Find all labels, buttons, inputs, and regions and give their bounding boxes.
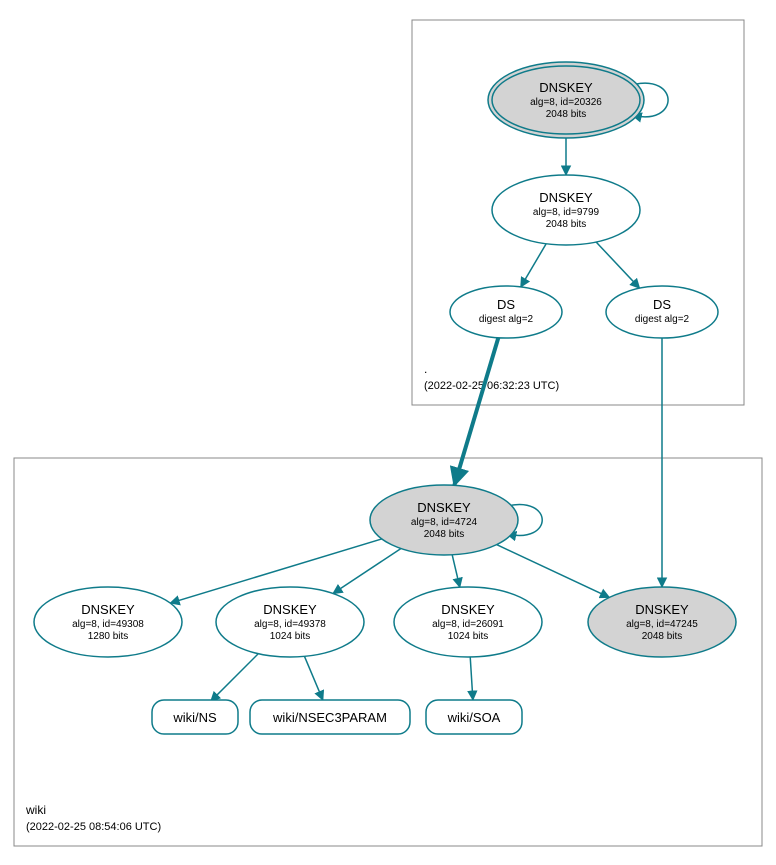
node-sub: digest alg=2 bbox=[635, 314, 690, 325]
node: DS digest alg=2 bbox=[606, 286, 718, 338]
node: DNSKEY alg=8, id=472452048 bits bbox=[588, 587, 736, 657]
node: DNSKEY alg=8, id=97992048 bits bbox=[492, 175, 640, 245]
edge bbox=[454, 338, 498, 486]
node-title: wiki/NSEC3PARAM bbox=[272, 710, 387, 725]
edge bbox=[521, 244, 546, 287]
edge bbox=[333, 548, 401, 593]
node: wiki/NS bbox=[152, 700, 238, 734]
edge bbox=[452, 555, 460, 587]
node-sub: alg=8, id=49308 bbox=[72, 619, 144, 630]
node: DS digest alg=2 bbox=[450, 286, 562, 338]
edge bbox=[304, 656, 322, 700]
node: DNSKEY alg=8, id=203262048 bits bbox=[488, 62, 644, 138]
node-sub: alg=8, id=4724 bbox=[411, 517, 478, 528]
edge bbox=[596, 242, 639, 288]
node-title: wiki/SOA bbox=[447, 710, 501, 725]
zone-date: (2022-02-25 08:54:06 UTC) bbox=[26, 821, 161, 833]
node: DNSKEY alg=8, id=47242048 bits bbox=[370, 485, 518, 555]
edge bbox=[211, 654, 259, 702]
node-sub: 2048 bits bbox=[424, 529, 465, 540]
node-title: DNSKEY bbox=[81, 602, 135, 617]
node-sub: 2048 bits bbox=[642, 631, 683, 642]
node-title: DNSKEY bbox=[417, 500, 471, 515]
node-sub: 1024 bits bbox=[270, 631, 311, 642]
edge bbox=[497, 545, 610, 598]
node-sub: alg=8, id=49378 bbox=[254, 619, 326, 630]
zone-name: wiki bbox=[25, 803, 46, 817]
node-title: wiki/NS bbox=[172, 710, 217, 725]
node-sub: 1280 bits bbox=[88, 631, 129, 642]
node-title: DNSKEY bbox=[539, 190, 593, 205]
edge bbox=[470, 657, 473, 700]
node-sub: 2048 bits bbox=[546, 109, 587, 120]
node: DNSKEY alg=8, id=493081280 bits bbox=[34, 587, 182, 657]
zone-name: . bbox=[424, 362, 427, 376]
zone-date: (2022-02-25 06:32:23 UTC) bbox=[424, 380, 559, 392]
node-sub: alg=8, id=26091 bbox=[432, 619, 504, 630]
node-title: DNSKEY bbox=[635, 602, 689, 617]
node: wiki/NSEC3PARAM bbox=[250, 700, 410, 734]
node: DNSKEY alg=8, id=493781024 bits bbox=[216, 587, 364, 657]
node: wiki/SOA bbox=[426, 700, 522, 734]
node-sub: digest alg=2 bbox=[479, 314, 534, 325]
node: DNSKEY alg=8, id=260911024 bits bbox=[394, 587, 542, 657]
node-sub: 1024 bits bbox=[448, 631, 489, 642]
node-title: DNSKEY bbox=[539, 80, 593, 95]
node-title: DS bbox=[653, 297, 671, 312]
node-sub: alg=8, id=47245 bbox=[626, 619, 698, 630]
node-sub: alg=8, id=20326 bbox=[530, 97, 602, 108]
node-title: DS bbox=[497, 297, 515, 312]
node-sub: alg=8, id=9799 bbox=[533, 207, 600, 218]
dnssec-chain-diagram: . (2022-02-25 06:32:23 UTC) wiki (2022-02-2… bbox=[0, 0, 776, 865]
node-title: DNSKEY bbox=[441, 602, 495, 617]
node-title: DNSKEY bbox=[263, 602, 317, 617]
node-sub: 2048 bits bbox=[546, 219, 587, 230]
